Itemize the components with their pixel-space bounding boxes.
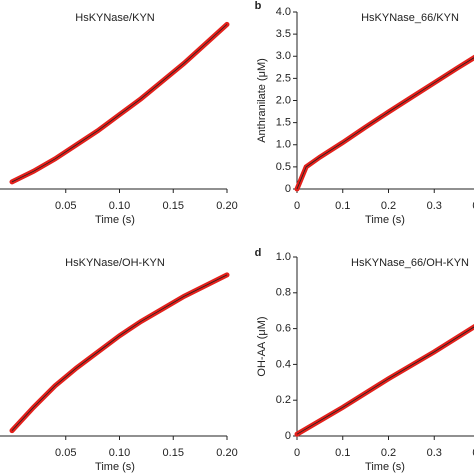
- y-axis-label: Anthranilate (μM): [256, 58, 268, 143]
- x-axis-label: Time (s): [95, 214, 135, 226]
- x-tick-label: 0.1: [335, 447, 350, 459]
- x-tick-label: 0.2: [381, 447, 396, 459]
- panel: HsKYNase/OH-KYN 0.05 0.10 0.15 0.20 Time (s): [0, 257, 238, 473]
- fit-line: [296, 57, 474, 190]
- y-tick-label: 3.5: [276, 28, 291, 40]
- panel-title: HsKYNase_66/OH-KYN: [351, 257, 469, 269]
- fit-line: [11, 24, 228, 183]
- x-tick-label: 0.10: [109, 200, 130, 212]
- x-tick-label: 0.20: [216, 200, 237, 212]
- panel: HsKYNase/KYN 0.05 0.10 0.15 0.20 Time (s): [0, 12, 238, 226]
- y-tick-label: 1.0: [276, 139, 291, 151]
- y-tick-label: 4.0: [276, 6, 291, 18]
- panel-label: b: [255, 0, 262, 12]
- x-tick-label: 0.15: [163, 200, 184, 212]
- fit-line: [11, 274, 228, 431]
- y-tick-label: 0.2: [276, 394, 291, 406]
- x-axis-label: Time (s): [365, 461, 405, 473]
- x-axis-label: Time (s): [95, 461, 135, 473]
- x-tick-label: 0.15: [163, 447, 184, 459]
- fit-line: [296, 326, 474, 435]
- x-tick-label: 0.4: [472, 447, 474, 459]
- panel-label: d: [255, 247, 262, 259]
- data-line: [294, 324, 474, 437]
- panel: HsKYNase_66/OH-KYN d 0 0.1 0.2 0.3 0.4 Time (s)…: [255, 247, 474, 473]
- x-tick-label: 0.3: [427, 200, 442, 212]
- x-tick-label: 0: [294, 447, 300, 459]
- y-tick-label: 0.5: [276, 161, 291, 173]
- x-axis-label: Time (s): [365, 214, 405, 226]
- x-tick-label: 0.10: [109, 447, 130, 459]
- x-tick-label: 0: [294, 200, 300, 212]
- y-tick-label: 3.0: [276, 50, 291, 62]
- y-tick-label: 1.5: [276, 117, 291, 129]
- panel-title: HsKYNase/OH-KYN: [65, 257, 165, 269]
- y-tick-label: 0.6: [276, 323, 291, 335]
- x-tick-label: 0.2: [381, 200, 396, 212]
- y-tick-label: 0.4: [276, 358, 291, 370]
- data-line: [9, 21, 230, 185]
- y-axis-label: OH-AA (μM): [256, 316, 268, 376]
- x-tick-label: 0.1: [335, 200, 350, 212]
- y-tick-label: 0.8: [276, 287, 291, 299]
- x-tick-label: 0.05: [55, 447, 76, 459]
- panel: HsKYNase_66/KYN b 0 0.1 0.2 0.3 0.4 Time (s) 0 0.…: [255, 0, 474, 226]
- y-tick-label: 2.5: [276, 72, 291, 84]
- y-tick-label: 0: [285, 183, 291, 195]
- data-line: [9, 272, 230, 434]
- x-tick-label: 0.20: [216, 447, 237, 459]
- x-tick-label: 0.05: [55, 200, 76, 212]
- y-tick-label: 2.0: [276, 94, 291, 106]
- panel-title: HsKYNase_66/KYN: [361, 12, 459, 24]
- panel-title: HsKYNase/KYN: [75, 12, 155, 24]
- y-tick-label: 0: [285, 430, 291, 442]
- x-tick-label: 0.3: [427, 447, 442, 459]
- y-tick-label: 1.0: [276, 251, 291, 263]
- x-tick-label: 0.4: [472, 200, 474, 212]
